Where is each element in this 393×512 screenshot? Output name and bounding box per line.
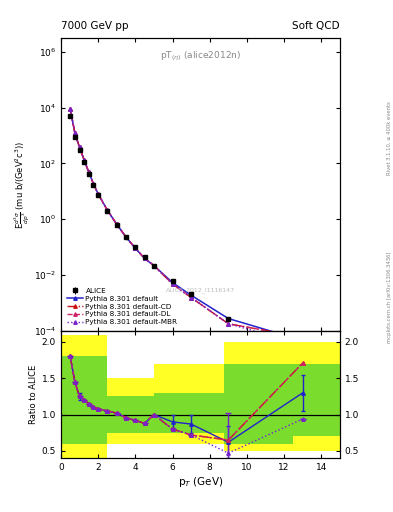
Pythia 8.301 default-MBR (300, 342, 305, 348)
Pythia 8.301 default-MBR (86, 169, 91, 176)
X-axis label: p$_T$ (GeV): p$_T$ (GeV) (178, 475, 223, 489)
Pythia 8.301 default-CD (189, 294, 193, 301)
Line: Pythia 8.301 default-DL: Pythia 8.301 default-DL (68, 107, 305, 339)
Pythia 8.301 default-CD (73, 130, 77, 136)
Pythia 8.301 default (133, 245, 138, 251)
Pythia 8.301 default-MBR (142, 255, 147, 262)
Pythia 8.301 default-CD (77, 144, 82, 151)
Legend: ALICE, Pythia 8.301 default, Pythia 8.301 default-CD, Pythia 8.301 default-DL, P: ALICE, Pythia 8.301 default, Pythia 8.30… (64, 286, 180, 327)
Pythia 8.301 default-MBR (114, 221, 119, 227)
Pythia 8.301 default (300, 337, 305, 344)
Text: ALICE_2012_I1116147: ALICE_2012_I1116147 (166, 287, 235, 293)
Pythia 8.301 default-MBR (82, 157, 86, 163)
Pythia 8.301 default-DL (96, 191, 101, 197)
Pythia 8.301 default-CD (105, 207, 110, 214)
Text: Soft QCD: Soft QCD (292, 20, 340, 31)
Pythia 8.301 default-DL (77, 144, 82, 151)
Pythia 8.301 default-MBR (96, 191, 101, 197)
Pythia 8.301 default-CD (96, 191, 101, 197)
Line: Pythia 8.301 default-MBR: Pythia 8.301 default-MBR (68, 107, 305, 346)
Pythia 8.301 default (82, 157, 86, 163)
Pythia 8.301 default-CD (124, 234, 129, 240)
Line: Pythia 8.301 default: Pythia 8.301 default (68, 107, 305, 343)
Pythia 8.301 default-CD (300, 334, 305, 340)
Pythia 8.301 default (152, 263, 156, 269)
Pythia 8.301 default-DL (189, 294, 193, 301)
Pythia 8.301 default (142, 255, 147, 262)
Pythia 8.301 default-DL (91, 181, 96, 187)
Pythia 8.301 default-CD (91, 181, 96, 187)
Pythia 8.301 default (73, 130, 77, 136)
Pythia 8.301 default-MBR (77, 144, 82, 151)
Pythia 8.301 default-MBR (133, 245, 138, 251)
Y-axis label: Ratio to ALICE: Ratio to ALICE (29, 365, 37, 424)
Pythia 8.301 default-DL (114, 221, 119, 227)
Pythia 8.301 default (114, 221, 119, 227)
Pythia 8.301 default-DL (73, 130, 77, 136)
Pythia 8.301 default-CD (68, 106, 73, 112)
Pythia 8.301 default (68, 106, 73, 112)
Pythia 8.301 default (124, 234, 129, 240)
Pythia 8.301 default-DL (170, 281, 175, 287)
Line: Pythia 8.301 default-CD: Pythia 8.301 default-CD (68, 107, 305, 339)
Pythia 8.301 default-CD (170, 281, 175, 287)
Pythia 8.301 default-CD (133, 245, 138, 251)
Pythia 8.301 default-DL (142, 255, 147, 262)
Pythia 8.301 default-MBR (226, 321, 231, 327)
Pythia 8.301 default-DL (124, 234, 129, 240)
Text: mcplots.cern.ch [arXiv:1306.3436]: mcplots.cern.ch [arXiv:1306.3436] (387, 251, 391, 343)
Pythia 8.301 default-CD (82, 157, 86, 163)
Pythia 8.301 default (96, 191, 101, 197)
Text: pT$_{(\eta)}$ (alice2012n): pT$_{(\eta)}$ (alice2012n) (160, 50, 241, 63)
Pythia 8.301 default-CD (152, 263, 156, 269)
Pythia 8.301 default-MBR (73, 130, 77, 136)
Pythia 8.301 default-MBR (189, 294, 193, 301)
Pythia 8.301 default-DL (68, 106, 73, 112)
Pythia 8.301 default (105, 207, 110, 214)
Pythia 8.301 default-CD (114, 221, 119, 227)
Pythia 8.301 default-MBR (170, 281, 175, 287)
Pythia 8.301 default-DL (152, 263, 156, 269)
Pythia 8.301 default-CD (226, 321, 231, 327)
Pythia 8.301 default-MBR (68, 106, 73, 112)
Pythia 8.301 default-CD (86, 169, 91, 176)
Pythia 8.301 default-DL (133, 245, 138, 251)
Pythia 8.301 default-DL (105, 207, 110, 214)
Pythia 8.301 default (189, 292, 193, 298)
Pythia 8.301 default (86, 169, 91, 176)
Pythia 8.301 default-DL (300, 334, 305, 340)
Pythia 8.301 default-MBR (91, 181, 96, 187)
Pythia 8.301 default-DL (82, 157, 86, 163)
Pythia 8.301 default-CD (142, 255, 147, 262)
Pythia 8.301 default-MBR (105, 207, 110, 214)
Pythia 8.301 default (170, 280, 175, 286)
Pythia 8.301 default (91, 181, 96, 187)
Y-axis label: E$\frac{d^3\sigma}{dp^3}$ (mu b/(GeV$^2$c$^3$)): E$\frac{d^3\sigma}{dp^3}$ (mu b/(GeV$^2$… (12, 140, 31, 229)
Pythia 8.301 default-DL (226, 321, 231, 327)
Pythia 8.301 default (77, 144, 82, 151)
Pythia 8.301 default-DL (86, 169, 91, 176)
Pythia 8.301 default-MBR (152, 263, 156, 269)
Pythia 8.301 default-MBR (124, 234, 129, 240)
Text: Rivet 3.1.10, ≥ 400k events: Rivet 3.1.10, ≥ 400k events (387, 101, 391, 175)
Pythia 8.301 default (226, 315, 231, 322)
Text: 7000 GeV pp: 7000 GeV pp (61, 20, 129, 31)
